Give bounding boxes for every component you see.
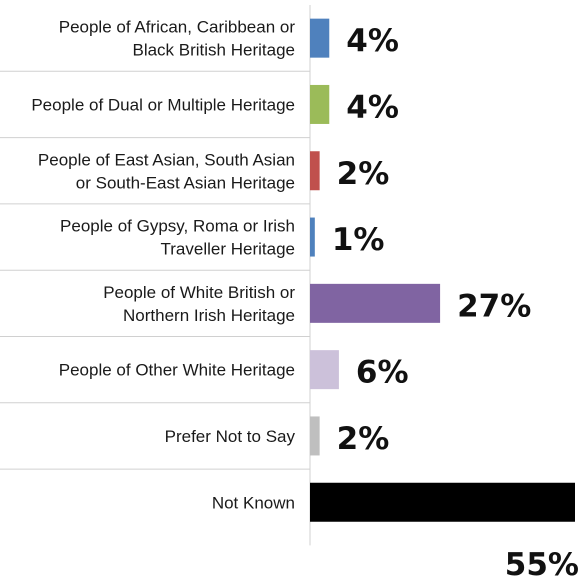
value-label: 4%	[346, 23, 399, 59]
category-label: People of Dual or Multiple Heritage	[31, 95, 295, 114]
value-label: 27%	[457, 288, 531, 324]
category-label: People of White British or Northern Irish…	[103, 283, 295, 325]
bar	[310, 18, 330, 58]
category-labels: People of African, Caribbean or Black Bri…	[31, 18, 295, 513]
bar	[310, 151, 320, 191]
category-label: People of Other White Heritage	[59, 361, 295, 380]
bar	[310, 350, 339, 390]
value-label: 1%	[332, 222, 385, 258]
bar	[310, 84, 330, 124]
category-label: Prefer Not to Say	[165, 427, 296, 446]
category-label: People of African, Caribbean or Black Bri…	[59, 18, 296, 60]
bar	[310, 283, 441, 323]
value-label: 2%	[337, 156, 390, 192]
category-label: Not Known	[212, 493, 295, 512]
bar	[310, 416, 320, 456]
value-labels: 4% 4% 2% 1% 27% 6% 2% 55%	[332, 23, 579, 579]
value-label: 6%	[356, 355, 409, 391]
row-separators	[0, 70, 310, 470]
bars	[310, 18, 575, 522]
bar	[310, 217, 315, 257]
category-label: People of East Asian, South Asian or Sout…	[38, 150, 295, 192]
value-label: 4%	[346, 89, 399, 125]
category-label: People of Gypsy, Roma or Irish Traveller …	[60, 217, 295, 259]
bar	[310, 482, 575, 522]
value-label: 2%	[337, 421, 390, 457]
value-label: 55%	[505, 547, 579, 579]
